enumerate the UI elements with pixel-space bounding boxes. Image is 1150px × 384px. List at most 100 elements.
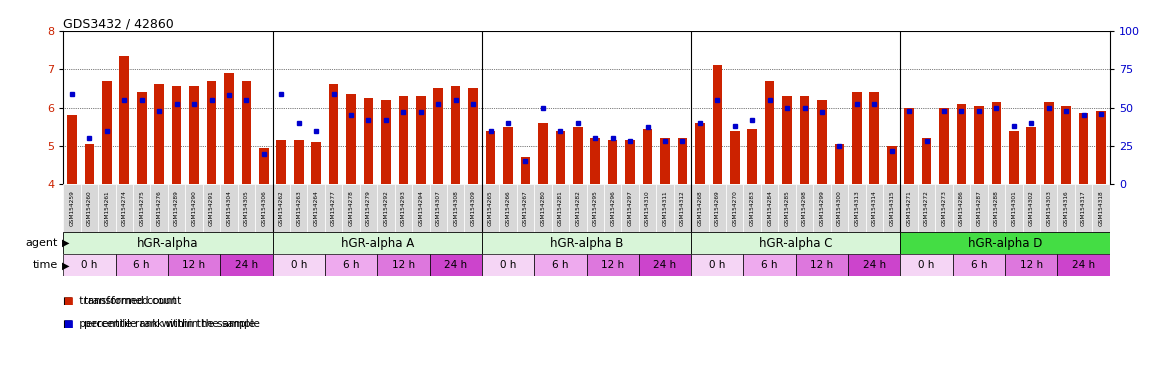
Bar bbox=[273, 254, 324, 276]
Text: hGR-alpha A: hGR-alpha A bbox=[340, 237, 414, 250]
Bar bbox=[849, 184, 866, 232]
Bar bbox=[900, 232, 1110, 254]
Text: GSM154259: GSM154259 bbox=[69, 190, 75, 226]
Text: 6 h: 6 h bbox=[133, 260, 150, 270]
Text: transformed count: transformed count bbox=[84, 296, 182, 306]
Bar bbox=[325, 184, 343, 232]
Bar bbox=[115, 254, 168, 276]
Text: ■  percentile rank within the sample: ■ percentile rank within the sample bbox=[63, 319, 255, 329]
Bar bbox=[1044, 102, 1053, 184]
Bar bbox=[957, 104, 966, 184]
Bar bbox=[691, 254, 744, 276]
Bar bbox=[482, 232, 691, 254]
Bar bbox=[115, 184, 133, 232]
Bar bbox=[63, 184, 80, 232]
Text: GSM154288: GSM154288 bbox=[994, 190, 999, 226]
Bar bbox=[434, 88, 443, 184]
Bar bbox=[499, 184, 516, 232]
Bar bbox=[835, 144, 844, 184]
Text: GSM154271: GSM154271 bbox=[906, 190, 912, 226]
Bar bbox=[604, 184, 621, 232]
Text: GSM154310: GSM154310 bbox=[645, 190, 650, 226]
Text: GSM154277: GSM154277 bbox=[331, 190, 336, 226]
Bar bbox=[171, 86, 182, 184]
Bar bbox=[151, 184, 168, 232]
Bar bbox=[1005, 254, 1058, 276]
Text: GSM154267: GSM154267 bbox=[523, 190, 528, 226]
Bar bbox=[590, 138, 600, 184]
Text: 6 h: 6 h bbox=[552, 260, 568, 270]
Text: GSM154313: GSM154313 bbox=[854, 190, 859, 226]
Bar bbox=[381, 100, 391, 184]
Bar bbox=[971, 184, 988, 232]
Text: GSM154295: GSM154295 bbox=[592, 190, 598, 226]
Bar bbox=[363, 98, 374, 184]
Text: GSM154261: GSM154261 bbox=[105, 190, 109, 226]
Text: 12 h: 12 h bbox=[392, 260, 415, 270]
Bar bbox=[1079, 113, 1088, 184]
Text: GSM154273: GSM154273 bbox=[942, 190, 946, 226]
Text: 0 h: 0 h bbox=[919, 260, 935, 270]
Bar bbox=[761, 184, 779, 232]
Bar bbox=[626, 140, 635, 184]
Text: GSM154291: GSM154291 bbox=[209, 190, 214, 226]
Bar bbox=[555, 131, 565, 184]
Bar bbox=[168, 184, 185, 232]
Text: agent: agent bbox=[25, 238, 58, 248]
Text: GSM154283: GSM154283 bbox=[750, 190, 754, 226]
Bar bbox=[534, 254, 586, 276]
Text: GSM154270: GSM154270 bbox=[733, 190, 737, 226]
Bar bbox=[657, 184, 674, 232]
Text: ■  transformed count: ■ transformed count bbox=[63, 296, 177, 306]
Bar bbox=[516, 184, 535, 232]
Bar bbox=[482, 184, 499, 232]
Bar bbox=[273, 232, 482, 254]
Bar bbox=[325, 254, 377, 276]
Bar bbox=[394, 184, 412, 232]
Bar bbox=[168, 254, 220, 276]
Text: GSM154301: GSM154301 bbox=[1011, 190, 1017, 226]
Bar bbox=[660, 138, 669, 184]
Bar bbox=[974, 106, 983, 184]
Bar bbox=[377, 254, 430, 276]
Bar bbox=[465, 184, 482, 232]
Bar bbox=[643, 129, 652, 184]
Text: GSM154294: GSM154294 bbox=[419, 190, 423, 226]
Text: GSM154287: GSM154287 bbox=[976, 190, 981, 226]
Bar bbox=[81, 184, 98, 232]
Bar bbox=[608, 140, 618, 184]
Bar bbox=[639, 184, 657, 232]
Bar bbox=[63, 232, 273, 254]
Text: GSM154272: GSM154272 bbox=[925, 190, 929, 226]
Bar bbox=[63, 254, 115, 276]
Bar bbox=[504, 127, 513, 184]
Text: 24 h: 24 h bbox=[1072, 260, 1095, 270]
Text: 24 h: 24 h bbox=[862, 260, 886, 270]
Text: GSM154284: GSM154284 bbox=[767, 190, 772, 226]
Bar bbox=[748, 129, 757, 184]
Bar bbox=[852, 92, 861, 184]
Text: GSM154317: GSM154317 bbox=[1081, 190, 1086, 226]
Text: GSM154275: GSM154275 bbox=[139, 190, 144, 226]
Text: 6 h: 6 h bbox=[343, 260, 359, 270]
Bar bbox=[586, 254, 639, 276]
Bar bbox=[813, 184, 830, 232]
Bar bbox=[713, 65, 722, 184]
Bar bbox=[399, 96, 408, 184]
Text: GSM154286: GSM154286 bbox=[959, 190, 964, 226]
Bar bbox=[900, 254, 952, 276]
Bar bbox=[154, 84, 164, 184]
Bar bbox=[329, 84, 338, 184]
Bar bbox=[307, 184, 325, 232]
Text: GSM154269: GSM154269 bbox=[715, 190, 720, 226]
Text: 24 h: 24 h bbox=[444, 260, 467, 270]
Bar bbox=[1040, 184, 1058, 232]
Bar bbox=[468, 88, 478, 184]
Text: GSM154293: GSM154293 bbox=[401, 190, 406, 226]
Bar bbox=[360, 184, 377, 232]
Bar bbox=[98, 184, 115, 232]
Text: GSM154306: GSM154306 bbox=[261, 190, 267, 226]
Bar bbox=[743, 184, 761, 232]
Bar bbox=[818, 100, 827, 184]
Bar bbox=[67, 115, 77, 184]
